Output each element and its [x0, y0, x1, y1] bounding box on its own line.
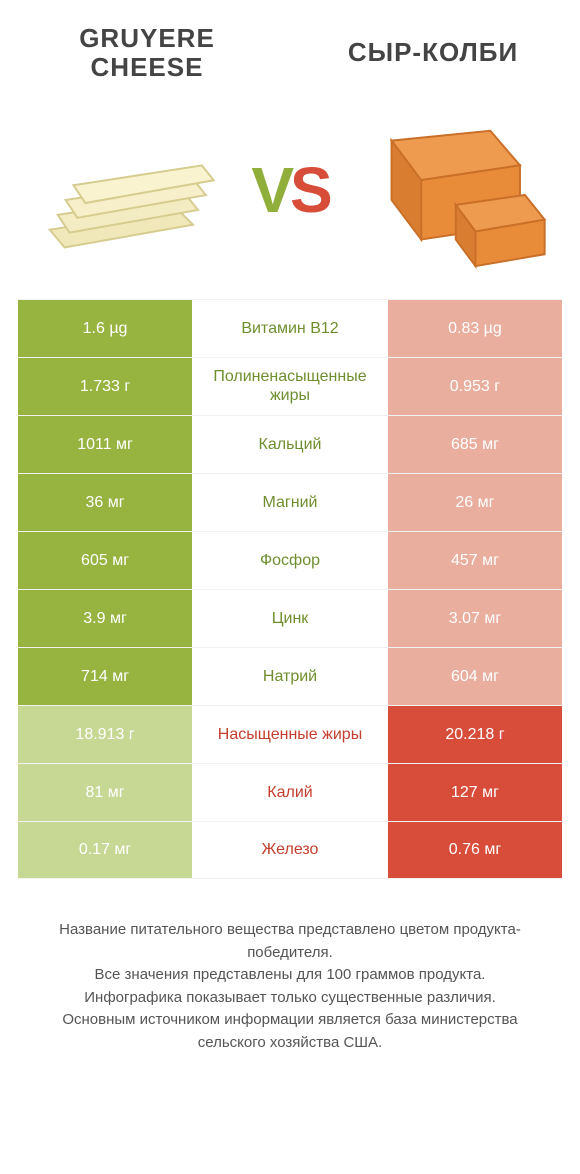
nutrient-label: Калий [192, 764, 388, 821]
value-right: 127 мг [388, 764, 562, 821]
vs-label: VS [251, 153, 328, 227]
nutrient-row: 36 мгМагний26 мг [18, 473, 562, 531]
value-left: 1011 мг [18, 416, 192, 473]
nutrient-row: 1.733 гПолиненасыщенные жиры0.953 г [18, 357, 562, 415]
value-right: 26 мг [388, 474, 562, 531]
nutrient-label: Полиненасыщенные жиры [192, 358, 388, 415]
nutrient-label: Насыщенные жиры [192, 706, 388, 763]
value-right: 0.83 µg [388, 300, 562, 357]
gruyere-icon [30, 121, 228, 259]
value-right: 457 мг [388, 532, 562, 589]
value-left: 18.913 г [18, 706, 192, 763]
value-left: 36 мг [18, 474, 192, 531]
nutrient-table: 1.6 µgВитамин B120.83 µg1.733 гПолиненас… [0, 299, 580, 879]
value-left: 1.6 µg [18, 300, 192, 357]
nutrient-row: 714 мгНатрий604 мг [18, 647, 562, 705]
value-left: 3.9 мг [18, 590, 192, 647]
value-left: 605 мг [18, 532, 192, 589]
product-left-line1: GRUYERE [30, 24, 264, 53]
footer-line2: Все значения представлены для 100 граммо… [28, 964, 552, 987]
footer-line4: Основным источником информации является … [28, 1009, 552, 1054]
value-right: 0.953 г [388, 358, 562, 415]
header: GRUYERE CHEESE СЫР-КОЛБИ [0, 0, 580, 91]
nutrient-label: Магний [192, 474, 388, 531]
value-right: 0.76 мг [388, 822, 562, 878]
nutrient-row: 3.9 мгЦинк3.07 мг [18, 589, 562, 647]
vs-s: S [290, 153, 329, 227]
nutrient-row: 0.17 мгЖелезо0.76 мг [18, 821, 562, 879]
nutrient-row: 605 мгФосфор457 мг [18, 531, 562, 589]
value-right: 685 мг [388, 416, 562, 473]
vs-v: V [251, 153, 290, 227]
nutrient-row: 1011 мгКальций685 мг [18, 415, 562, 473]
product-right-title: СЫР-КОЛБИ [316, 37, 550, 68]
nutrient-row: 81 мгКалий127 мг [18, 763, 562, 821]
colby-image [352, 111, 550, 269]
nutrient-label: Натрий [192, 648, 388, 705]
value-left: 714 мг [18, 648, 192, 705]
nutrient-label: Фосфор [192, 532, 388, 589]
value-left: 0.17 мг [18, 822, 192, 878]
footer-line3: Инфографика показывает только существенн… [28, 987, 552, 1010]
nutrient-label: Витамин B12 [192, 300, 388, 357]
nutrient-row: 18.913 гНасыщенные жиры20.218 г [18, 705, 562, 763]
product-left-title: GRUYERE CHEESE [30, 24, 264, 81]
value-right: 3.07 мг [388, 590, 562, 647]
colby-icon [352, 111, 550, 269]
infographic: GRUYERE CHEESE СЫР-КОЛБИ VS [0, 0, 580, 1174]
product-left-line2: CHEESE [30, 53, 264, 82]
value-right: 20.218 г [388, 706, 562, 763]
value-left: 1.733 г [18, 358, 192, 415]
nutrient-label: Цинк [192, 590, 388, 647]
nutrient-row: 1.6 µgВитамин B120.83 µg [18, 299, 562, 357]
footer-line1: Название питательного вещества представл… [28, 919, 552, 964]
nutrient-label: Кальций [192, 416, 388, 473]
footer-notes: Название питательного вещества представл… [0, 879, 580, 1054]
nutrient-label: Железо [192, 822, 388, 878]
value-right: 604 мг [388, 648, 562, 705]
value-left: 81 мг [18, 764, 192, 821]
images-row: VS [0, 91, 580, 299]
gruyere-image [30, 121, 228, 259]
